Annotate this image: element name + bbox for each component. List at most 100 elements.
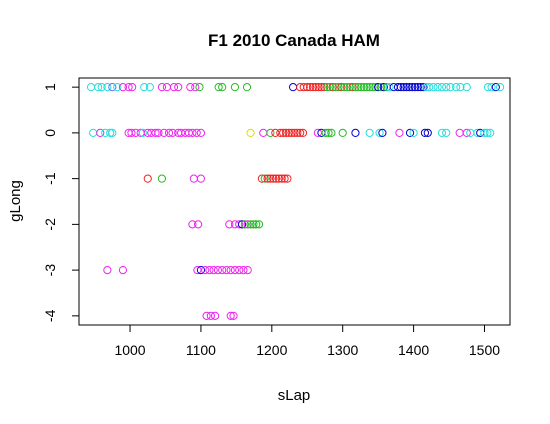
data-point	[483, 83, 493, 92]
data-point	[218, 83, 227, 92]
data-point	[287, 128, 296, 137]
data-point	[205, 266, 214, 275]
plot-frame	[78, 77, 511, 326]
data-point	[342, 83, 352, 92]
data-points	[86, 83, 505, 320]
data-point	[389, 83, 398, 92]
data-point	[196, 174, 206, 183]
data-point	[230, 83, 240, 92]
y-axis: 1 0 -1 -2 -3 -4	[42, 83, 80, 322]
y-tick-label: -1	[42, 172, 58, 185]
data-point	[213, 266, 223, 275]
data-point	[113, 83, 122, 92]
data-point	[103, 266, 112, 275]
data-point	[491, 83, 500, 92]
data-point	[242, 83, 252, 92]
data-point	[246, 220, 255, 229]
data-point	[124, 83, 133, 92]
data-point	[348, 83, 357, 92]
data-point	[157, 174, 167, 183]
data-point	[298, 128, 308, 137]
data-point	[243, 266, 252, 275]
data-point	[337, 83, 346, 92]
data-point	[168, 128, 177, 137]
data-point	[257, 174, 266, 183]
data-point	[230, 266, 240, 275]
data-point	[118, 83, 128, 92]
data-point	[374, 83, 383, 92]
data-point	[226, 311, 235, 320]
data-point	[211, 311, 220, 320]
data-point	[462, 128, 471, 137]
data-point	[425, 83, 434, 92]
data-point	[402, 83, 411, 92]
data-point	[452, 83, 461, 92]
x-tick-label: 1200	[256, 342, 287, 358]
data-point	[351, 128, 360, 137]
data-point	[237, 220, 247, 229]
data-point	[193, 266, 202, 275]
data-point	[143, 174, 152, 183]
data-point	[480, 128, 489, 137]
data-point	[368, 83, 377, 92]
data-point	[419, 83, 428, 92]
x-tick-label: 1100	[186, 342, 216, 358]
data-point	[437, 128, 447, 137]
data-point	[271, 174, 281, 183]
data-point	[206, 311, 215, 320]
data-point	[97, 83, 106, 92]
data-point	[195, 83, 204, 92]
data-point	[162, 83, 172, 92]
data-point	[209, 266, 218, 275]
data-point	[338, 128, 347, 137]
data-point	[365, 128, 374, 137]
data-point	[495, 83, 505, 92]
data-point	[186, 83, 195, 92]
data-point	[305, 83, 315, 92]
data-point	[89, 128, 98, 137]
data-point	[128, 83, 137, 92]
data-point	[229, 311, 238, 320]
data-point	[365, 83, 374, 92]
x-axis-label: sLap	[278, 387, 311, 404]
data-point	[143, 128, 152, 137]
data-point	[254, 220, 264, 229]
data-point	[266, 128, 275, 137]
data-point	[351, 83, 360, 92]
data-point	[106, 128, 115, 137]
data-point	[226, 266, 235, 275]
y-axis-label: gLong	[7, 180, 24, 222]
data-point	[313, 128, 322, 137]
data-point	[157, 83, 167, 92]
data-point	[324, 128, 333, 137]
data-point	[193, 220, 203, 229]
data-point	[189, 174, 198, 183]
data-point	[420, 128, 430, 137]
data-point	[196, 128, 206, 137]
data-point	[334, 83, 343, 92]
data-point	[151, 128, 160, 137]
data-point	[281, 128, 291, 137]
data-point	[395, 128, 404, 137]
data-point	[225, 220, 234, 229]
data-point	[86, 83, 96, 92]
data-point	[456, 83, 465, 92]
data-point	[393, 83, 403, 92]
data-point	[176, 128, 186, 137]
data-point	[279, 128, 288, 137]
data-point	[263, 174, 272, 183]
data-point	[235, 220, 244, 229]
data-point	[423, 128, 432, 137]
data-point	[274, 174, 284, 183]
data-point	[314, 83, 323, 92]
x-tick-label: 1300	[327, 342, 358, 358]
data-point	[327, 128, 336, 137]
data-point	[409, 128, 418, 137]
data-point	[108, 128, 117, 137]
data-point	[442, 83, 451, 92]
x-tick-label: 1400	[398, 342, 429, 358]
data-point	[159, 128, 169, 137]
data-point	[169, 83, 179, 92]
data-point	[325, 83, 335, 92]
data-point	[202, 311, 211, 320]
